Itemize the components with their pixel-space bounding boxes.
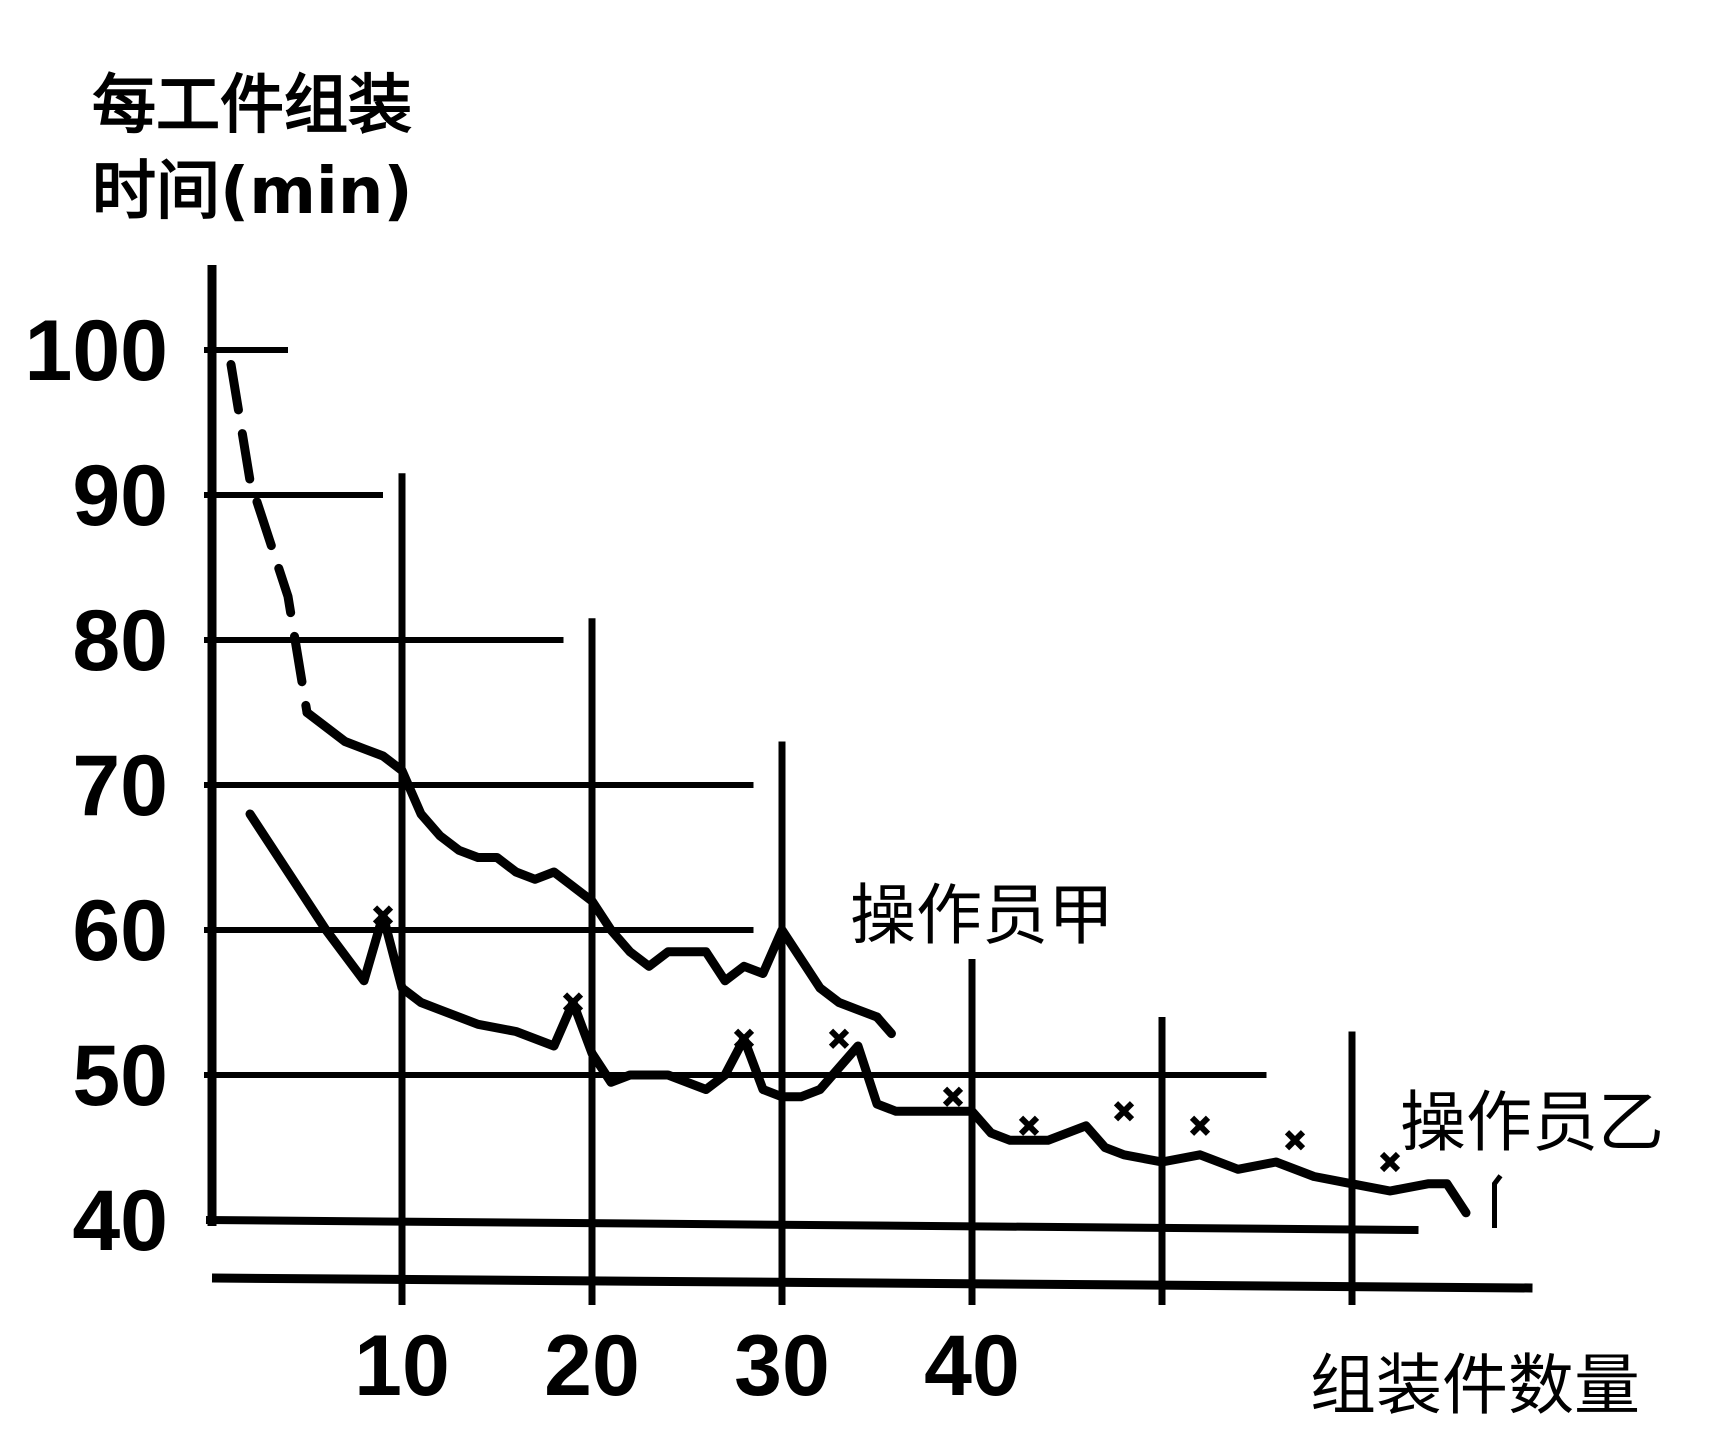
series-line-operator-a-dashed-end <box>872 1012 901 1044</box>
data-marker-3-stroke-b <box>828 1028 850 1049</box>
chart-text: 操作员甲 操作员乙 组装件数量 100 90 80 70 60 50 40 10 20 30 40 <box>25 303 1665 1424</box>
data-marker-7 <box>1189 1115 1211 1136</box>
x-tick-label-30: 30 <box>734 1318 830 1414</box>
series-line-operator-a-solid <box>302 708 882 1022</box>
series-label-operator-a: 操作员甲 <box>850 877 1114 954</box>
axes <box>205 265 1533 1293</box>
data-marker-6-stroke-b <box>1113 1101 1135 1122</box>
y-tick-label-80: 80 <box>72 593 168 689</box>
y-axis-label-line-1: 每工件组装 <box>92 69 412 143</box>
series-line-operator-a-dashed-start <box>226 360 312 717</box>
y-axis-label-line-2: 时间(min) <box>92 155 413 229</box>
series-label-operator-b: 操作员乙 <box>1400 1084 1664 1161</box>
y-tick-label-50: 50 <box>72 1028 168 1124</box>
x-tick-label-20: 20 <box>544 1318 640 1414</box>
data-markers <box>372 905 1401 1173</box>
data-marker-6 <box>1113 1101 1135 1122</box>
data-marker-7-stroke-b <box>1189 1115 1211 1136</box>
data-marker-1 <box>562 992 584 1013</box>
data-marker-4-stroke-b <box>942 1086 964 1107</box>
end-tick-mark <box>1492 1174 1503 1228</box>
y-tick-label-90: 90 <box>72 448 168 544</box>
data-marker-0 <box>372 905 394 926</box>
data-marker-4 <box>942 1086 964 1107</box>
baseline-40 <box>205 1216 1419 1234</box>
data-marker-3 <box>828 1028 850 1049</box>
y-tick-label-100: 100 <box>25 303 169 399</box>
data-marker-2-stroke-b <box>733 1028 755 1049</box>
data-marker-5 <box>1018 1115 1040 1136</box>
y-tick-label-40: 40 <box>72 1173 168 1269</box>
data-marker-9 <box>1379 1151 1401 1173</box>
data-marker-5-stroke-b <box>1018 1115 1040 1136</box>
data-marker-1-stroke-b <box>562 992 584 1013</box>
data-marker-0-stroke-b <box>372 905 394 926</box>
y-tick-label-70: 70 <box>72 738 168 834</box>
x-tick-label-40: 40 <box>924 1318 1020 1414</box>
x-axis-label: 组装件数量 <box>1310 1347 1640 1424</box>
data-marker-8-stroke-b <box>1284 1130 1306 1151</box>
data-marker-8 <box>1284 1130 1306 1151</box>
x-axis-line <box>211 1273 1533 1293</box>
series-line-operator-b <box>245 809 1471 1218</box>
data-marker-9-stroke-b <box>1379 1151 1401 1173</box>
data-marker-2 <box>733 1028 755 1049</box>
staircase-grid <box>204 347 1503 1305</box>
series-lines <box>226 360 1471 1218</box>
x-tick-label-10: 10 <box>354 1318 450 1414</box>
y-tick-label-60: 60 <box>72 883 168 979</box>
